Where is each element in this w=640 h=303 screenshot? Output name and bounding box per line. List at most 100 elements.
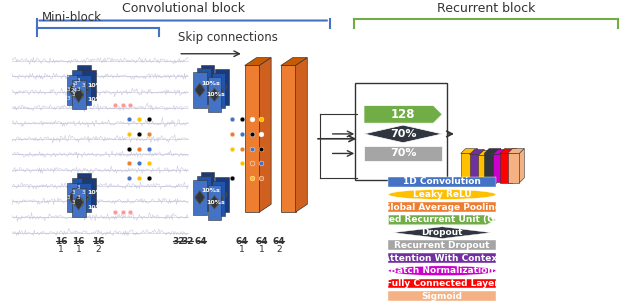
Polygon shape xyxy=(214,191,223,205)
Polygon shape xyxy=(197,68,211,104)
Ellipse shape xyxy=(74,188,83,198)
Text: Attention With Context: Attention With Context xyxy=(383,254,501,262)
Point xyxy=(144,175,154,180)
Text: 3: 3 xyxy=(67,88,70,92)
Polygon shape xyxy=(69,82,79,98)
Polygon shape xyxy=(472,148,477,183)
Polygon shape xyxy=(486,151,491,181)
Text: Mini-block: Mini-block xyxy=(42,12,101,25)
Polygon shape xyxy=(74,87,83,103)
Text: 64: 64 xyxy=(236,237,248,245)
Text: 3: 3 xyxy=(82,190,85,195)
Text: 70%: 70% xyxy=(390,148,417,158)
Point xyxy=(246,175,257,180)
Text: 10%s: 10%s xyxy=(206,92,225,97)
Ellipse shape xyxy=(69,85,79,95)
Polygon shape xyxy=(77,183,92,212)
Polygon shape xyxy=(508,153,520,183)
Polygon shape xyxy=(478,155,486,181)
Polygon shape xyxy=(461,153,472,183)
Ellipse shape xyxy=(74,198,83,207)
Polygon shape xyxy=(218,188,227,201)
Polygon shape xyxy=(207,77,221,112)
Text: 64: 64 xyxy=(195,237,207,245)
Polygon shape xyxy=(195,83,205,97)
Point xyxy=(144,146,154,151)
Point xyxy=(237,117,247,122)
Polygon shape xyxy=(195,191,205,204)
Point xyxy=(246,117,257,122)
Polygon shape xyxy=(484,148,501,153)
Point xyxy=(124,175,134,180)
Polygon shape xyxy=(500,148,516,153)
Point xyxy=(256,117,266,122)
Polygon shape xyxy=(281,58,307,65)
Ellipse shape xyxy=(210,198,219,207)
Point xyxy=(256,175,266,180)
Point xyxy=(227,161,237,166)
Ellipse shape xyxy=(203,78,212,86)
Point xyxy=(125,102,136,107)
Polygon shape xyxy=(79,190,88,205)
Ellipse shape xyxy=(79,192,88,202)
Polygon shape xyxy=(503,150,508,182)
Ellipse shape xyxy=(199,82,208,90)
Text: Global Average Pooling: Global Average Pooling xyxy=(383,203,501,212)
Point xyxy=(227,132,237,136)
Polygon shape xyxy=(83,77,93,93)
Text: 3: 3 xyxy=(72,190,76,195)
Point xyxy=(109,102,120,107)
Polygon shape xyxy=(244,58,271,65)
Text: Recurrent block: Recurrent block xyxy=(437,2,535,15)
Point xyxy=(124,117,134,122)
Point xyxy=(227,175,237,180)
Ellipse shape xyxy=(214,86,223,95)
Polygon shape xyxy=(508,148,524,153)
Polygon shape xyxy=(216,177,229,212)
Polygon shape xyxy=(511,148,516,183)
Point xyxy=(125,210,136,215)
Point xyxy=(134,132,144,136)
Ellipse shape xyxy=(83,188,93,198)
Text: Batch Normalization: Batch Normalization xyxy=(390,266,494,275)
Point xyxy=(227,117,237,122)
Polygon shape xyxy=(81,70,96,100)
Ellipse shape xyxy=(195,85,204,94)
Ellipse shape xyxy=(210,90,219,99)
Point xyxy=(144,161,154,166)
Text: 3: 3 xyxy=(66,73,70,78)
Text: 10%s: 10%s xyxy=(88,205,106,210)
Polygon shape xyxy=(193,180,207,215)
Text: 10%s: 10%s xyxy=(206,200,225,205)
Polygon shape xyxy=(74,195,83,210)
Ellipse shape xyxy=(195,193,204,202)
Polygon shape xyxy=(461,148,477,153)
FancyBboxPatch shape xyxy=(388,253,496,263)
Text: 10%s: 10%s xyxy=(201,81,220,85)
FancyBboxPatch shape xyxy=(388,202,496,212)
Polygon shape xyxy=(211,181,225,216)
Ellipse shape xyxy=(79,183,88,192)
Text: 3: 3 xyxy=(77,88,81,92)
Polygon shape xyxy=(72,178,86,207)
Polygon shape xyxy=(83,185,93,200)
Polygon shape xyxy=(520,148,524,183)
Point xyxy=(118,210,128,215)
Point xyxy=(134,161,144,166)
Text: 70%: 70% xyxy=(390,129,417,139)
Text: 3: 3 xyxy=(67,96,70,101)
Point xyxy=(237,146,247,151)
Polygon shape xyxy=(77,75,92,105)
Text: 3: 3 xyxy=(77,185,81,190)
Ellipse shape xyxy=(74,90,83,100)
Point xyxy=(237,161,247,166)
Text: 3: 3 xyxy=(74,81,77,85)
Polygon shape xyxy=(79,180,88,195)
Text: 3: 3 xyxy=(77,195,81,200)
Point xyxy=(256,146,266,151)
Text: Recurrent Dropout: Recurrent Dropout xyxy=(394,241,490,250)
Point xyxy=(256,132,266,136)
Polygon shape xyxy=(493,155,503,182)
Text: 32: 32 xyxy=(182,237,195,245)
Polygon shape xyxy=(203,75,212,89)
